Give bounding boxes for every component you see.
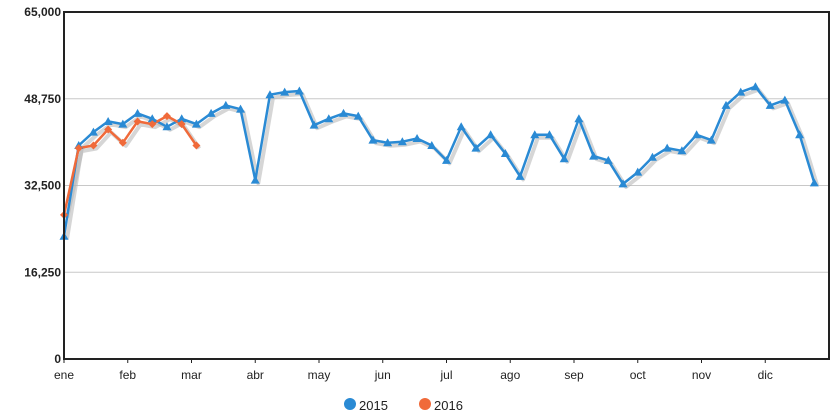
series-markers — [59, 82, 819, 240]
data-point-2016[interactable] — [89, 141, 98, 150]
data-point-2016[interactable] — [133, 117, 142, 126]
data-point-2015[interactable] — [103, 116, 113, 125]
data-point-2015[interactable] — [618, 179, 628, 188]
data-point-2015[interactable] — [647, 152, 657, 161]
y-tick-label: 32,500 — [24, 179, 61, 193]
data-point-2015[interactable] — [294, 86, 304, 95]
data-point-2016[interactable] — [177, 120, 186, 129]
data-point-2015[interactable] — [442, 155, 451, 164]
x-tick-label: jul — [439, 368, 452, 382]
data-point-2015[interactable] — [88, 127, 98, 136]
data-point-2015[interactable] — [780, 95, 790, 104]
data-point-2015[interactable] — [162, 122, 172, 131]
data-point-2015[interactable] — [353, 111, 363, 120]
data-point-2015[interactable] — [236, 104, 246, 113]
data-point-2015[interactable] — [368, 135, 378, 144]
data-point-2015[interactable] — [500, 148, 510, 157]
x-tick-label: oct — [630, 368, 647, 382]
x-tick-label: may — [308, 368, 331, 382]
y-tick-label: 16,250 — [24, 265, 61, 279]
data-point-2016[interactable] — [74, 144, 83, 153]
data-point-2015[interactable] — [280, 87, 290, 96]
x-tick-label: dic — [758, 368, 773, 382]
data-point-2015[interactable] — [471, 143, 481, 152]
data-point-2015[interactable] — [147, 114, 157, 123]
legend-label: 2016 — [434, 398, 463, 413]
legend-swatch — [419, 398, 431, 410]
data-point-2015[interactable] — [324, 114, 334, 123]
data-point-2015[interactable] — [133, 108, 143, 117]
data-point-2015[interactable] — [118, 119, 128, 128]
data-point-2015[interactable] — [574, 114, 584, 123]
x-tick-label: sep — [564, 368, 584, 382]
data-point-2015[interactable] — [397, 137, 407, 146]
data-point-2015[interactable] — [309, 120, 319, 129]
data-point-2015[interactable] — [750, 82, 760, 91]
y-tick-label: 0 — [54, 352, 61, 366]
x-axis-ticks: ene feb mar abr may jun jul ago sep oct nov dic — [54, 359, 773, 382]
x-tick-label: feb — [119, 368, 136, 382]
x-tick-label: ago — [500, 368, 520, 382]
y-tick-label: 65,000 — [24, 5, 61, 19]
data-point-2015[interactable] — [177, 114, 187, 123]
data-point-2015[interactable] — [721, 100, 731, 109]
x-tick-label: mar — [181, 368, 202, 382]
legend-label: 2015 — [359, 398, 388, 413]
data-point-2016[interactable] — [162, 112, 171, 121]
legend-item-2016[interactable]: 2016 — [419, 398, 463, 413]
data-point-2016[interactable] — [192, 141, 201, 150]
data-point-2015[interactable] — [692, 130, 702, 139]
data-point-2015[interactable] — [456, 122, 466, 131]
data-point-2015[interactable] — [339, 108, 349, 117]
data-point-2015[interactable] — [706, 135, 716, 144]
data-point-2015[interactable] — [515, 171, 525, 180]
x-tick-label: nov — [692, 368, 711, 382]
data-point-2015[interactable] — [765, 100, 775, 109]
data-point-2016[interactable] — [118, 138, 127, 147]
data-point-2015[interactable] — [191, 119, 201, 128]
legend-item-2015[interactable]: 2015 — [344, 398, 388, 413]
legend-swatch — [344, 398, 356, 410]
data-point-2015[interactable] — [603, 155, 613, 164]
series-lines — [62, 85, 816, 237]
data-point-2015[interactable] — [662, 143, 672, 152]
data-point-2015[interactable] — [736, 87, 746, 96]
data-point-2016[interactable] — [148, 120, 157, 129]
data-point-2015[interactable] — [427, 140, 437, 149]
data-point-2015[interactable] — [530, 130, 540, 139]
y-tick-label: 48,750 — [24, 92, 61, 106]
x-tick-label: ene — [54, 368, 74, 382]
data-point-2015[interactable] — [265, 90, 275, 99]
x-tick-label: jun — [374, 368, 391, 382]
data-point-2015[interactable] — [486, 130, 496, 139]
legend: 2015 2016 — [344, 398, 463, 413]
data-point-2015[interactable] — [412, 134, 422, 143]
data-point-2015[interactable] — [383, 138, 393, 147]
data-point-2015[interactable] — [250, 175, 260, 184]
data-point-2015[interactable] — [795, 130, 805, 139]
x-tick-label: abr — [247, 368, 264, 382]
data-point-2015[interactable] — [633, 167, 643, 176]
series-line-2016 — [62, 114, 198, 216]
data-point-2015[interactable] — [559, 154, 569, 163]
gridlines — [64, 98, 829, 273]
data-point-2016[interactable] — [104, 125, 113, 134]
data-point-2015[interactable] — [677, 146, 687, 155]
y-axis-ticks: 0 16,250 32,500 48,750 65,000 — [24, 5, 61, 366]
data-point-2015[interactable] — [544, 130, 554, 139]
data-point-2015[interactable] — [206, 108, 216, 117]
data-point-2015[interactable] — [809, 178, 819, 187]
data-point-2015[interactable] — [589, 151, 599, 160]
data-point-2015[interactable] — [221, 100, 231, 109]
series-line-2015 — [62, 85, 816, 237]
